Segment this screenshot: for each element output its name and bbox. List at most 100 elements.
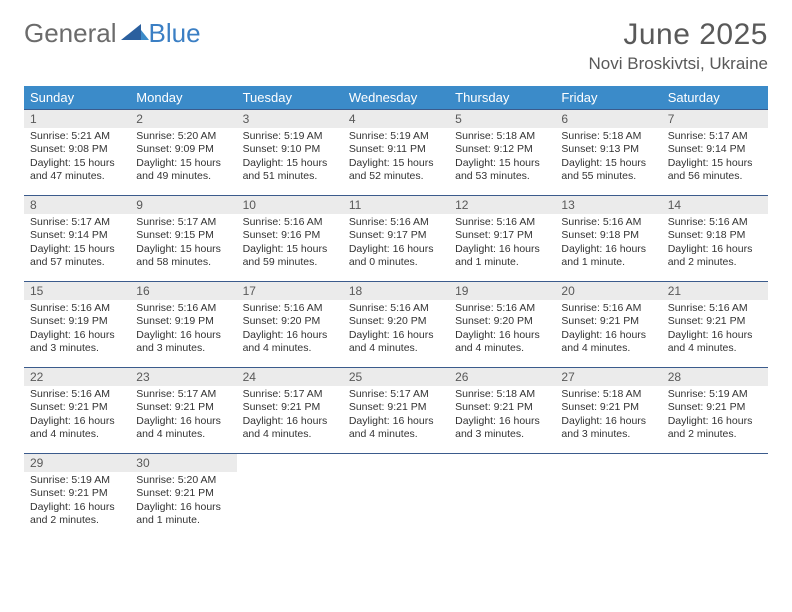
- day-detail-line: Sunset: 9:21 PM: [561, 401, 655, 414]
- day-number: 25: [343, 368, 449, 386]
- day-detail-line: Sunset: 9:21 PM: [243, 401, 337, 414]
- calendar-day-cell: 6Sunrise: 5:18 AMSunset: 9:13 PMDaylight…: [555, 110, 661, 196]
- calendar-day-cell: 15Sunrise: 5:16 AMSunset: 9:19 PMDayligh…: [24, 282, 130, 368]
- day-detail: Sunrise: 5:16 AMSunset: 9:20 PMDaylight:…: [449, 300, 555, 360]
- day-detail-line: Daylight: 16 hours: [561, 243, 655, 256]
- day-detail-line: Sunset: 9:14 PM: [30, 229, 124, 242]
- day-number: 20: [555, 282, 661, 300]
- day-detail-line: and 2 minutes.: [668, 256, 762, 269]
- day-detail-line: Daylight: 15 hours: [455, 157, 549, 170]
- day-detail-line: Sunset: 9:14 PM: [668, 143, 762, 156]
- day-detail-line: Sunset: 9:21 PM: [561, 315, 655, 328]
- day-detail-line: Sunrise: 5:18 AM: [455, 388, 549, 401]
- day-detail: Sunrise: 5:19 AMSunset: 9:11 PMDaylight:…: [343, 128, 449, 188]
- day-detail-line: Sunrise: 5:16 AM: [561, 302, 655, 315]
- calendar-day-cell: 12Sunrise: 5:16 AMSunset: 9:17 PMDayligh…: [449, 196, 555, 282]
- calendar-day-cell: 24Sunrise: 5:17 AMSunset: 9:21 PMDayligh…: [237, 368, 343, 454]
- day-detail-line: Daylight: 16 hours: [455, 243, 549, 256]
- day-detail-line: Sunset: 9:21 PM: [668, 401, 762, 414]
- day-number: 17: [237, 282, 343, 300]
- day-detail-line: and 4 minutes.: [349, 342, 443, 355]
- day-detail-line: Daylight: 16 hours: [243, 415, 337, 428]
- day-number: 19: [449, 282, 555, 300]
- day-detail-line: and 52 minutes.: [349, 170, 443, 183]
- calendar-week-row: 1Sunrise: 5:21 AMSunset: 9:08 PMDaylight…: [24, 110, 768, 196]
- day-detail-line: Daylight: 15 hours: [30, 157, 124, 170]
- day-detail: Sunrise: 5:21 AMSunset: 9:08 PMDaylight:…: [24, 128, 130, 188]
- day-detail-line: Sunrise: 5:17 AM: [349, 388, 443, 401]
- day-number: 5: [449, 110, 555, 128]
- day-number: 11: [343, 196, 449, 214]
- day-detail-line: Sunset: 9:21 PM: [455, 401, 549, 414]
- calendar-day-cell: 14Sunrise: 5:16 AMSunset: 9:18 PMDayligh…: [662, 196, 768, 282]
- day-detail-line: Daylight: 16 hours: [668, 415, 762, 428]
- calendar-day-cell: [343, 454, 449, 540]
- day-detail: Sunrise: 5:16 AMSunset: 9:17 PMDaylight:…: [449, 214, 555, 274]
- day-detail: Sunrise: 5:16 AMSunset: 9:19 PMDaylight:…: [130, 300, 236, 360]
- brand-word-2: Blue: [149, 18, 201, 49]
- day-detail-line: Daylight: 15 hours: [668, 157, 762, 170]
- day-detail-line: Sunrise: 5:20 AM: [136, 474, 230, 487]
- day-detail-line: and 4 minutes.: [243, 428, 337, 441]
- day-detail-line: Sunrise: 5:18 AM: [561, 130, 655, 143]
- day-detail-line: and 51 minutes.: [243, 170, 337, 183]
- day-detail-line: Daylight: 16 hours: [349, 243, 443, 256]
- day-detail-line: and 4 minutes.: [455, 342, 549, 355]
- day-detail-line: Sunset: 9:21 PM: [349, 401, 443, 414]
- calendar-day-cell: 16Sunrise: 5:16 AMSunset: 9:19 PMDayligh…: [130, 282, 236, 368]
- day-detail-line: and 2 minutes.: [30, 514, 124, 527]
- day-detail-line: Sunrise: 5:18 AM: [561, 388, 655, 401]
- weekday-header-row: Sunday Monday Tuesday Wednesday Thursday…: [24, 86, 768, 110]
- day-detail-line: Daylight: 15 hours: [30, 243, 124, 256]
- day-number: 29: [24, 454, 130, 472]
- day-detail: Sunrise: 5:18 AMSunset: 9:13 PMDaylight:…: [555, 128, 661, 188]
- logo-triangle-icon: [121, 18, 149, 49]
- weekday-header: Sunday: [24, 86, 130, 110]
- calendar-day-cell: 17Sunrise: 5:16 AMSunset: 9:20 PMDayligh…: [237, 282, 343, 368]
- calendar-day-cell: 18Sunrise: 5:16 AMSunset: 9:20 PMDayligh…: [343, 282, 449, 368]
- day-detail-line: and 3 minutes.: [30, 342, 124, 355]
- calendar-day-cell: 10Sunrise: 5:16 AMSunset: 9:16 PMDayligh…: [237, 196, 343, 282]
- day-number: 30: [130, 454, 236, 472]
- day-number: 23: [130, 368, 236, 386]
- day-detail-line: Sunrise: 5:16 AM: [668, 302, 762, 315]
- title-block: June 2025 Novi Broskivtsi, Ukraine: [589, 18, 769, 74]
- day-detail-line: Daylight: 15 hours: [136, 157, 230, 170]
- day-detail-line: Sunset: 9:21 PM: [30, 401, 124, 414]
- day-detail-line: Daylight: 16 hours: [30, 415, 124, 428]
- day-number: 8: [24, 196, 130, 214]
- day-detail-line: Sunrise: 5:20 AM: [136, 130, 230, 143]
- brand-logo: General Blue: [24, 18, 201, 49]
- calendar-week-row: 29Sunrise: 5:19 AMSunset: 9:21 PMDayligh…: [24, 454, 768, 540]
- day-detail: Sunrise: 5:16 AMSunset: 9:16 PMDaylight:…: [237, 214, 343, 274]
- day-detail: Sunrise: 5:19 AMSunset: 9:21 PMDaylight:…: [662, 386, 768, 446]
- day-detail-line: Sunrise: 5:16 AM: [30, 302, 124, 315]
- day-detail-line: and 1 minute.: [561, 256, 655, 269]
- day-detail-line: and 53 minutes.: [455, 170, 549, 183]
- day-detail: Sunrise: 5:17 AMSunset: 9:14 PMDaylight:…: [662, 128, 768, 188]
- day-number: 4: [343, 110, 449, 128]
- day-detail-line: Daylight: 16 hours: [349, 415, 443, 428]
- calendar-day-cell: 13Sunrise: 5:16 AMSunset: 9:18 PMDayligh…: [555, 196, 661, 282]
- month-title: June 2025: [589, 18, 769, 52]
- day-detail-line: Sunrise: 5:16 AM: [455, 302, 549, 315]
- day-detail-line: Sunset: 9:18 PM: [668, 229, 762, 242]
- day-detail: Sunrise: 5:19 AMSunset: 9:10 PMDaylight:…: [237, 128, 343, 188]
- calendar-day-cell: 5Sunrise: 5:18 AMSunset: 9:12 PMDaylight…: [449, 110, 555, 196]
- day-detail-line: and 4 minutes.: [136, 428, 230, 441]
- day-detail-line: and 0 minutes.: [349, 256, 443, 269]
- day-detail: Sunrise: 5:16 AMSunset: 9:19 PMDaylight:…: [24, 300, 130, 360]
- day-detail-line: Daylight: 16 hours: [30, 501, 124, 514]
- page-header: General Blue June 2025 Novi Broskivtsi, …: [24, 18, 768, 74]
- day-detail-line: Sunrise: 5:16 AM: [668, 216, 762, 229]
- day-detail-line: Sunset: 9:09 PM: [136, 143, 230, 156]
- day-detail-line: Sunrise: 5:16 AM: [30, 388, 124, 401]
- calendar-table: Sunday Monday Tuesday Wednesday Thursday…: [24, 86, 768, 540]
- day-detail-line: and 4 minutes.: [349, 428, 443, 441]
- day-detail-line: Daylight: 15 hours: [136, 243, 230, 256]
- day-detail: Sunrise: 5:17 AMSunset: 9:15 PMDaylight:…: [130, 214, 236, 274]
- day-detail-line: Sunrise: 5:17 AM: [136, 216, 230, 229]
- location-label: Novi Broskivtsi, Ukraine: [589, 54, 769, 74]
- day-detail-line: and 57 minutes.: [30, 256, 124, 269]
- day-detail-line: Sunrise: 5:16 AM: [136, 302, 230, 315]
